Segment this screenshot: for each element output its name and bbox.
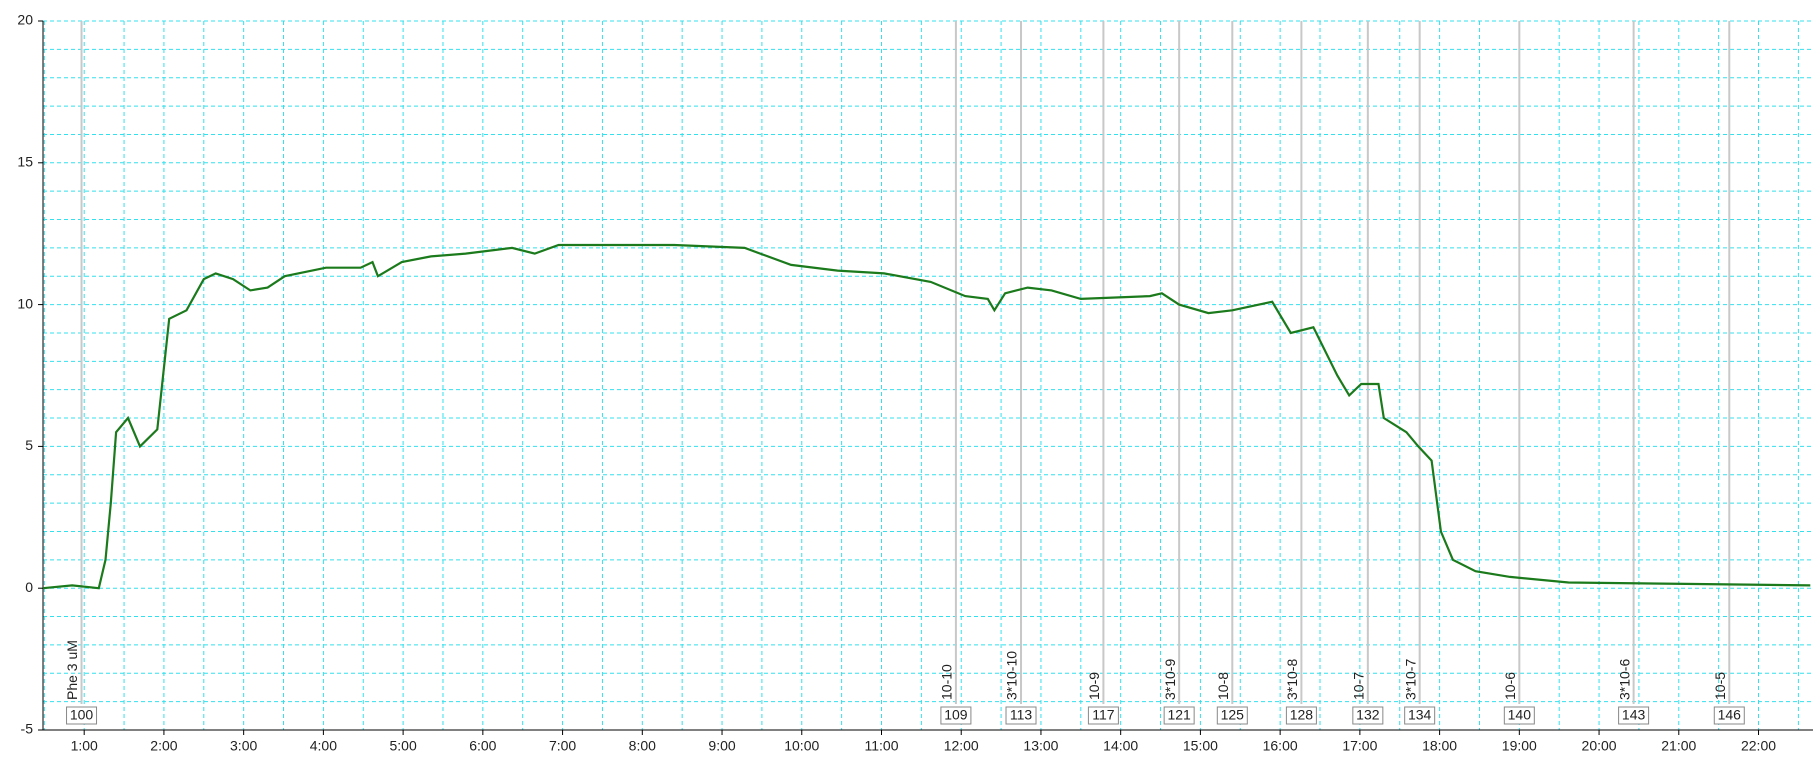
event-id-box <box>1087 706 1119 725</box>
event-label: 10-6 <box>1502 672 1518 700</box>
x-tick-label: 3:00 <box>230 738 257 754</box>
event-id-label: 143 <box>1622 707 1646 723</box>
event-id: 140 <box>1503 706 1535 725</box>
event-id: 134 <box>1404 706 1436 725</box>
x-tick-label: 14:00 <box>1103 738 1138 754</box>
x-tick-label: 1:00 <box>71 738 98 754</box>
event-label: 3*10-8 <box>1284 659 1300 700</box>
event-id-label: 140 <box>1508 707 1532 723</box>
event-id-box <box>1713 706 1745 725</box>
x-tick-label: 18:00 <box>1422 738 1457 754</box>
event-id-label: 109 <box>944 707 968 723</box>
event-id-label: 125 <box>1221 707 1245 723</box>
event-id-label: 113 <box>1010 707 1033 723</box>
event-id-box <box>1352 706 1384 725</box>
event-id-label: 134 <box>1408 707 1432 723</box>
y-tick-label: 20 <box>17 12 33 28</box>
event-id-label: 132 <box>1356 707 1380 723</box>
event-id: 128 <box>1285 706 1317 725</box>
x-tick-label: 19:00 <box>1502 738 1537 754</box>
event-label: 3*10-9 <box>1162 659 1178 700</box>
event-label: 3*10-7 <box>1402 659 1418 700</box>
event-label: 3*10-6 <box>1616 659 1632 700</box>
event-id-box <box>1503 706 1535 725</box>
event-label: 10-7 <box>1351 672 1367 700</box>
x-tick-label: 20:00 <box>1582 738 1617 754</box>
event-label: 10-10 <box>939 664 955 700</box>
x-tick-label: 16:00 <box>1263 738 1298 754</box>
event-label: 3*10-10 <box>1004 651 1020 700</box>
y-tick-label: 0 <box>25 579 33 595</box>
x-tick-label: 11:00 <box>864 738 898 754</box>
event-id: 109 <box>940 706 972 725</box>
x-tick-label: 8:00 <box>629 738 656 754</box>
x-tick-label: 12:00 <box>944 738 979 754</box>
x-tick-label: 22:00 <box>1741 738 1776 754</box>
event-id: 117 <box>1087 706 1119 725</box>
event-id: 125 <box>1216 706 1248 725</box>
event-id-box <box>1005 706 1037 725</box>
x-tick-label: 13:00 <box>1023 738 1058 754</box>
x-tick-label: 5:00 <box>389 738 416 754</box>
x-tick-label: 7:00 <box>549 738 576 754</box>
event-id-box <box>1216 706 1248 725</box>
event-id-label: 100 <box>70 707 94 723</box>
event-id-box <box>66 706 98 725</box>
event-label: 10-9 <box>1086 672 1102 700</box>
event-id-box <box>1618 706 1650 725</box>
y-tick-label: 5 <box>25 437 33 453</box>
x-tick-label: 9:00 <box>708 738 735 754</box>
x-tick-label: 17:00 <box>1342 738 1377 754</box>
event-id-label: 128 <box>1290 707 1314 723</box>
x-tick-label: 10:00 <box>784 738 819 754</box>
event-id-box <box>940 706 972 725</box>
event-id-box <box>1163 706 1195 725</box>
x-tick-label: 4:00 <box>310 738 337 754</box>
event-id: 132 <box>1352 706 1384 725</box>
x-tick-label: 21:00 <box>1661 738 1696 754</box>
event-id-box <box>1285 706 1317 725</box>
x-tick-label: 15:00 <box>1183 738 1218 754</box>
event-id: 100 <box>66 706 98 725</box>
x-tick-label: 6:00 <box>469 738 496 754</box>
event-id-label: 146 <box>1718 707 1742 723</box>
y-tick-label: -5 <box>21 721 34 737</box>
series-line <box>42 243 1811 590</box>
event-id: 113 <box>1005 706 1037 725</box>
event-id-label: 117 <box>1092 707 1115 723</box>
event-label: 10-5 <box>1712 672 1728 700</box>
x-tick-label: 2:00 <box>150 738 177 754</box>
event-label: Phe 3 uM <box>64 640 80 700</box>
event-id-box <box>1404 706 1436 725</box>
event-label: 10-8 <box>1215 672 1231 700</box>
event-id-label: 121 <box>1167 707 1191 723</box>
event-id: 143 <box>1618 706 1650 725</box>
y-tick-label: 15 <box>17 154 33 170</box>
event-id: 146 <box>1713 706 1745 725</box>
y-tick-label: 10 <box>17 295 33 311</box>
event-id: 121 <box>1163 706 1195 725</box>
